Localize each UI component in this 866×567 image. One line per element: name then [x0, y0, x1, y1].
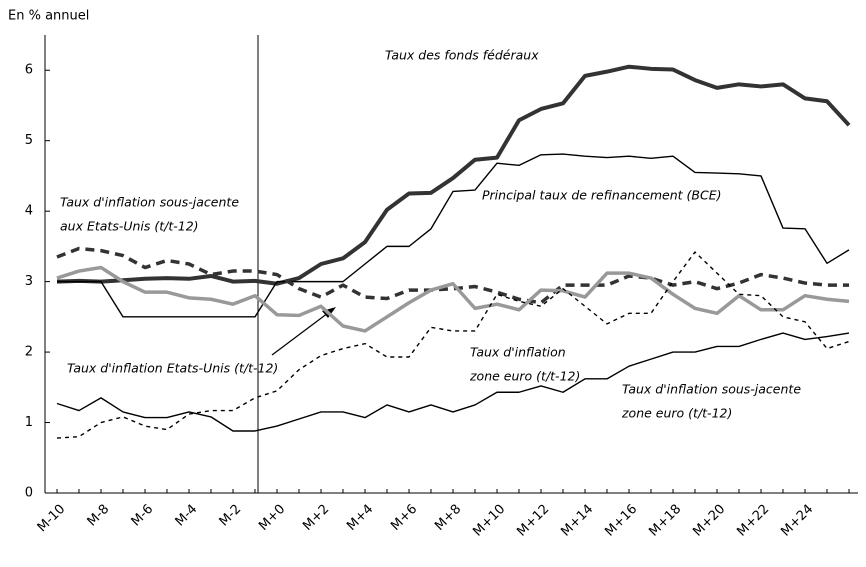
x-tick-label: M-4	[173, 502, 201, 530]
x-tick-label: M+12	[514, 502, 552, 540]
x-tick-label: M+18	[646, 502, 684, 540]
x-tick-label: M-6	[129, 502, 157, 530]
x-tick-label: M+14	[558, 502, 596, 540]
x-tick-label: M+4	[344, 502, 376, 534]
y-tick-label: 3	[25, 274, 33, 289]
y-axis-label: En % annuel	[8, 9, 89, 24]
line-series	[56, 265, 850, 333]
x-tick-label: M+0	[256, 502, 288, 534]
y-tick-label: 6	[25, 63, 33, 78]
x-tick-label: M+16	[602, 502, 640, 540]
x-tick-label: M-8	[85, 502, 113, 530]
x-tick-label: M-2	[217, 502, 245, 530]
line-series	[56, 332, 850, 432]
line-series	[56, 64, 851, 286]
annotation: Taux d'inflation sous-jacente	[622, 382, 801, 397]
x-tick-label: M-10	[35, 502, 69, 536]
x-tick-label: M+24	[778, 502, 816, 540]
annotation: Principal taux de refinancement (BCE)	[482, 188, 722, 203]
y-tick-label: 1	[25, 415, 33, 430]
y-tick-label: 5	[25, 133, 33, 148]
x-tick-label: M+20	[690, 502, 728, 540]
y-tick-label: 0	[25, 486, 33, 501]
x-tick-label: M+6	[388, 502, 420, 534]
x-tick-label: M+8	[432, 502, 464, 534]
annotation: Taux d'inflation Etats-Unis (t/t-12)	[67, 361, 278, 376]
x-tick-label: M+10	[470, 502, 508, 540]
y-tick-label: 4	[25, 204, 33, 219]
annotation: Taux d'inflation sous-jacente	[60, 195, 239, 210]
x-tick-label: M+2	[300, 502, 332, 534]
arrow	[271, 312, 329, 356]
x-tick-label: M+22	[734, 502, 772, 540]
annotation: zone euro (t/t-12)	[621, 406, 732, 421]
line-series	[57, 153, 850, 318]
line-series	[56, 246, 849, 305]
annotation: aux Etats-Unis (t/t-12)	[60, 219, 199, 234]
annotation: Taux d'inflation	[470, 345, 566, 360]
annotation: zone euro (t/t-12)	[469, 369, 580, 384]
line-series	[56, 251, 850, 439]
annotation: Taux des fonds fédéraux	[385, 48, 539, 63]
y-tick-label: 2	[25, 345, 33, 360]
